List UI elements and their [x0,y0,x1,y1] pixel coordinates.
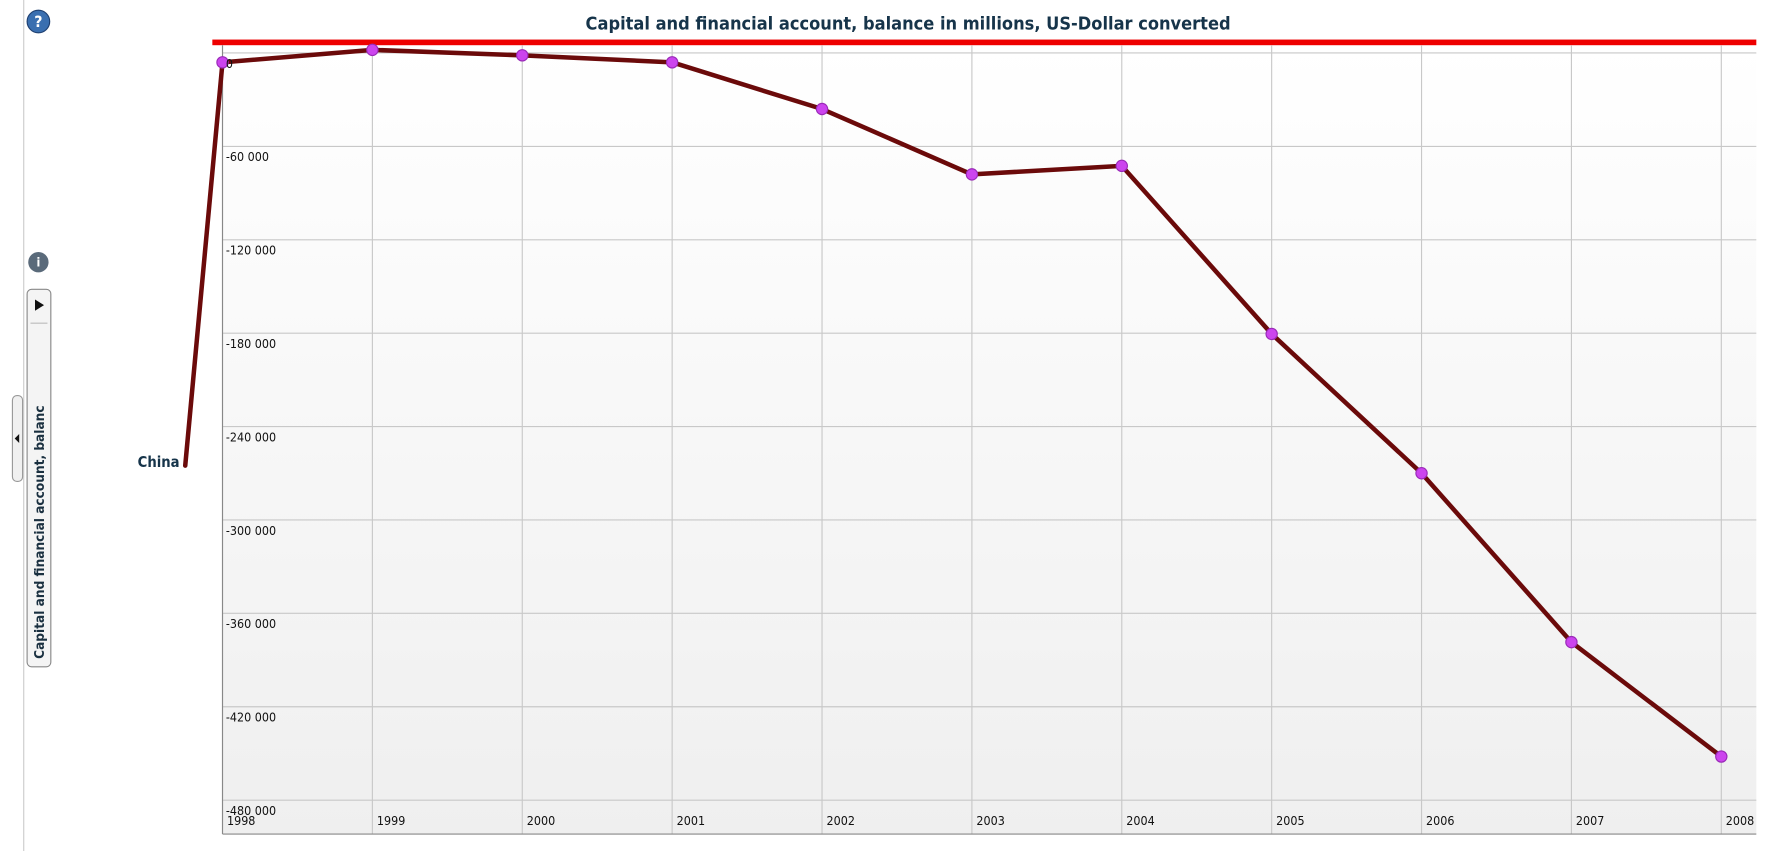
y-tick-label: -240 000 [226,429,276,444]
y-tick-label: 0 [226,56,233,71]
sidebar-tab-label: Capital and financial account, balanc [32,405,48,658]
data-point [1715,750,1728,763]
info-icon-glyph: i [36,255,40,270]
y-tick-label: -480 000 [226,803,276,818]
collapse-arrow [14,433,20,444]
help-icon-glyph: ? [34,12,42,31]
y-tick-label: -300 000 [226,523,276,538]
x-tick-label: 1998 [227,813,255,828]
series-label: China [138,454,180,471]
data-point [1115,159,1128,173]
x-tick-label: 2006 [1426,813,1454,828]
x-tick-label: 2008 [1726,813,1754,828]
x-tick-label: 2007 [1576,813,1604,828]
data-point [1415,467,1428,480]
x-tick-label: 2004 [1126,813,1154,828]
data-point [1565,635,1578,649]
help-icon[interactable] [26,9,51,34]
data-point [665,56,679,69]
x-tick-label: 2002 [827,813,855,828]
x-tick-label: 2003 [976,813,1004,828]
title-rule [212,39,1757,46]
x-tick-label: 2001 [677,813,705,828]
data-point [216,56,229,69]
data-point [965,168,979,181]
y-tick-label: -120 000 [226,243,276,258]
x-tick-label: 2005 [1276,813,1304,828]
data-point [516,49,529,62]
data-point [1265,327,1278,341]
y-tick-label: -60 000 [226,149,269,164]
y-tick-label: -360 000 [226,616,276,631]
x-tick-label: 2000 [527,813,555,828]
x-tick-label: 1999 [377,813,405,828]
chart-title: Capital and financial account, balance i… [586,13,1231,34]
label-connector [182,60,225,468]
sidebar-tab[interactable] [26,288,52,668]
plot-area [222,45,1757,835]
data-point [366,43,379,57]
tab-arrow [35,299,45,311]
info-icon[interactable] [28,252,49,273]
data-point [815,102,829,116]
y-tick-label: -180 000 [226,336,276,351]
y-tick-label: -420 000 [226,710,276,725]
